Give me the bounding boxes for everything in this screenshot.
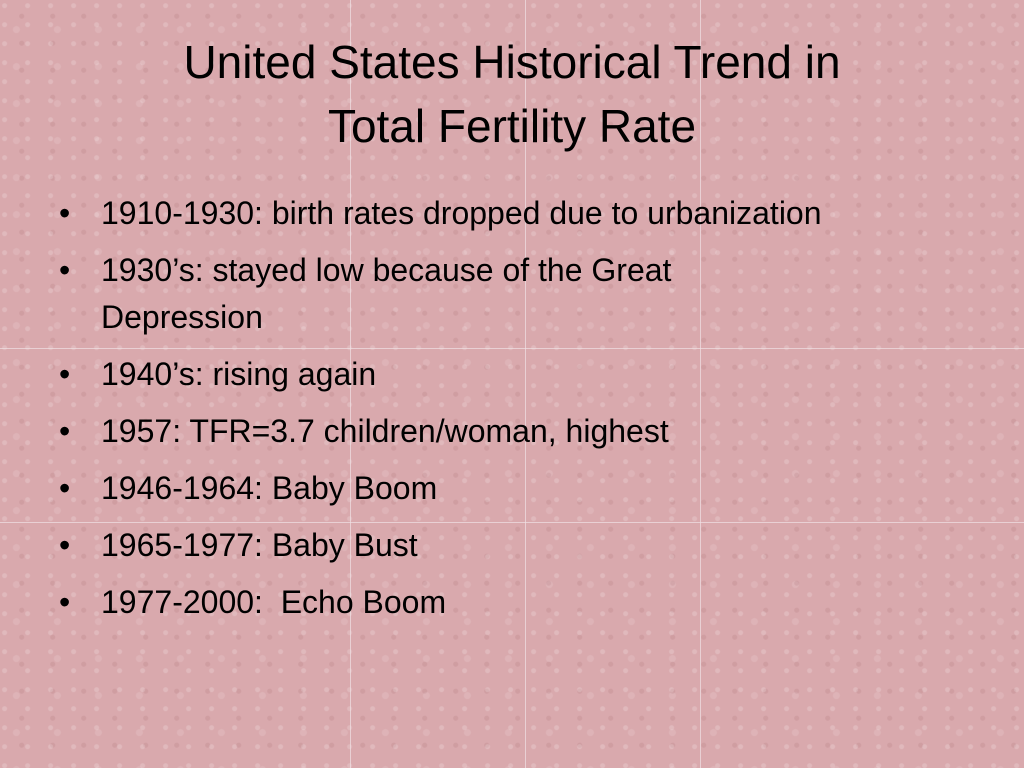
bullet-list: 1910-1930: birth rates dropped due to ur… [59,190,841,636]
bullet-item: 1946-1964: Baby Boom [59,465,841,512]
bullet-item: 1910-1930: birth rates dropped due to ur… [59,190,841,237]
bullet-item: 1930’s: stayed low because of the Great … [59,247,841,341]
title-line: United States Historical Trend in [183,36,841,88]
bullet-item: 1977-2000: Echo Boom [59,579,841,626]
bullet-item: 1940’s: rising again [59,351,841,398]
bullet-item: 1965-1977: Baby Bust [59,522,841,569]
bullet-item: 1957: TFR=3.7 children/woman, highest [59,408,841,455]
title-line: Total Fertility Rate [327,100,697,152]
tile-seam [0,348,1024,349]
slide-title: United States Historical Trend in Total F… [0,30,1024,158]
